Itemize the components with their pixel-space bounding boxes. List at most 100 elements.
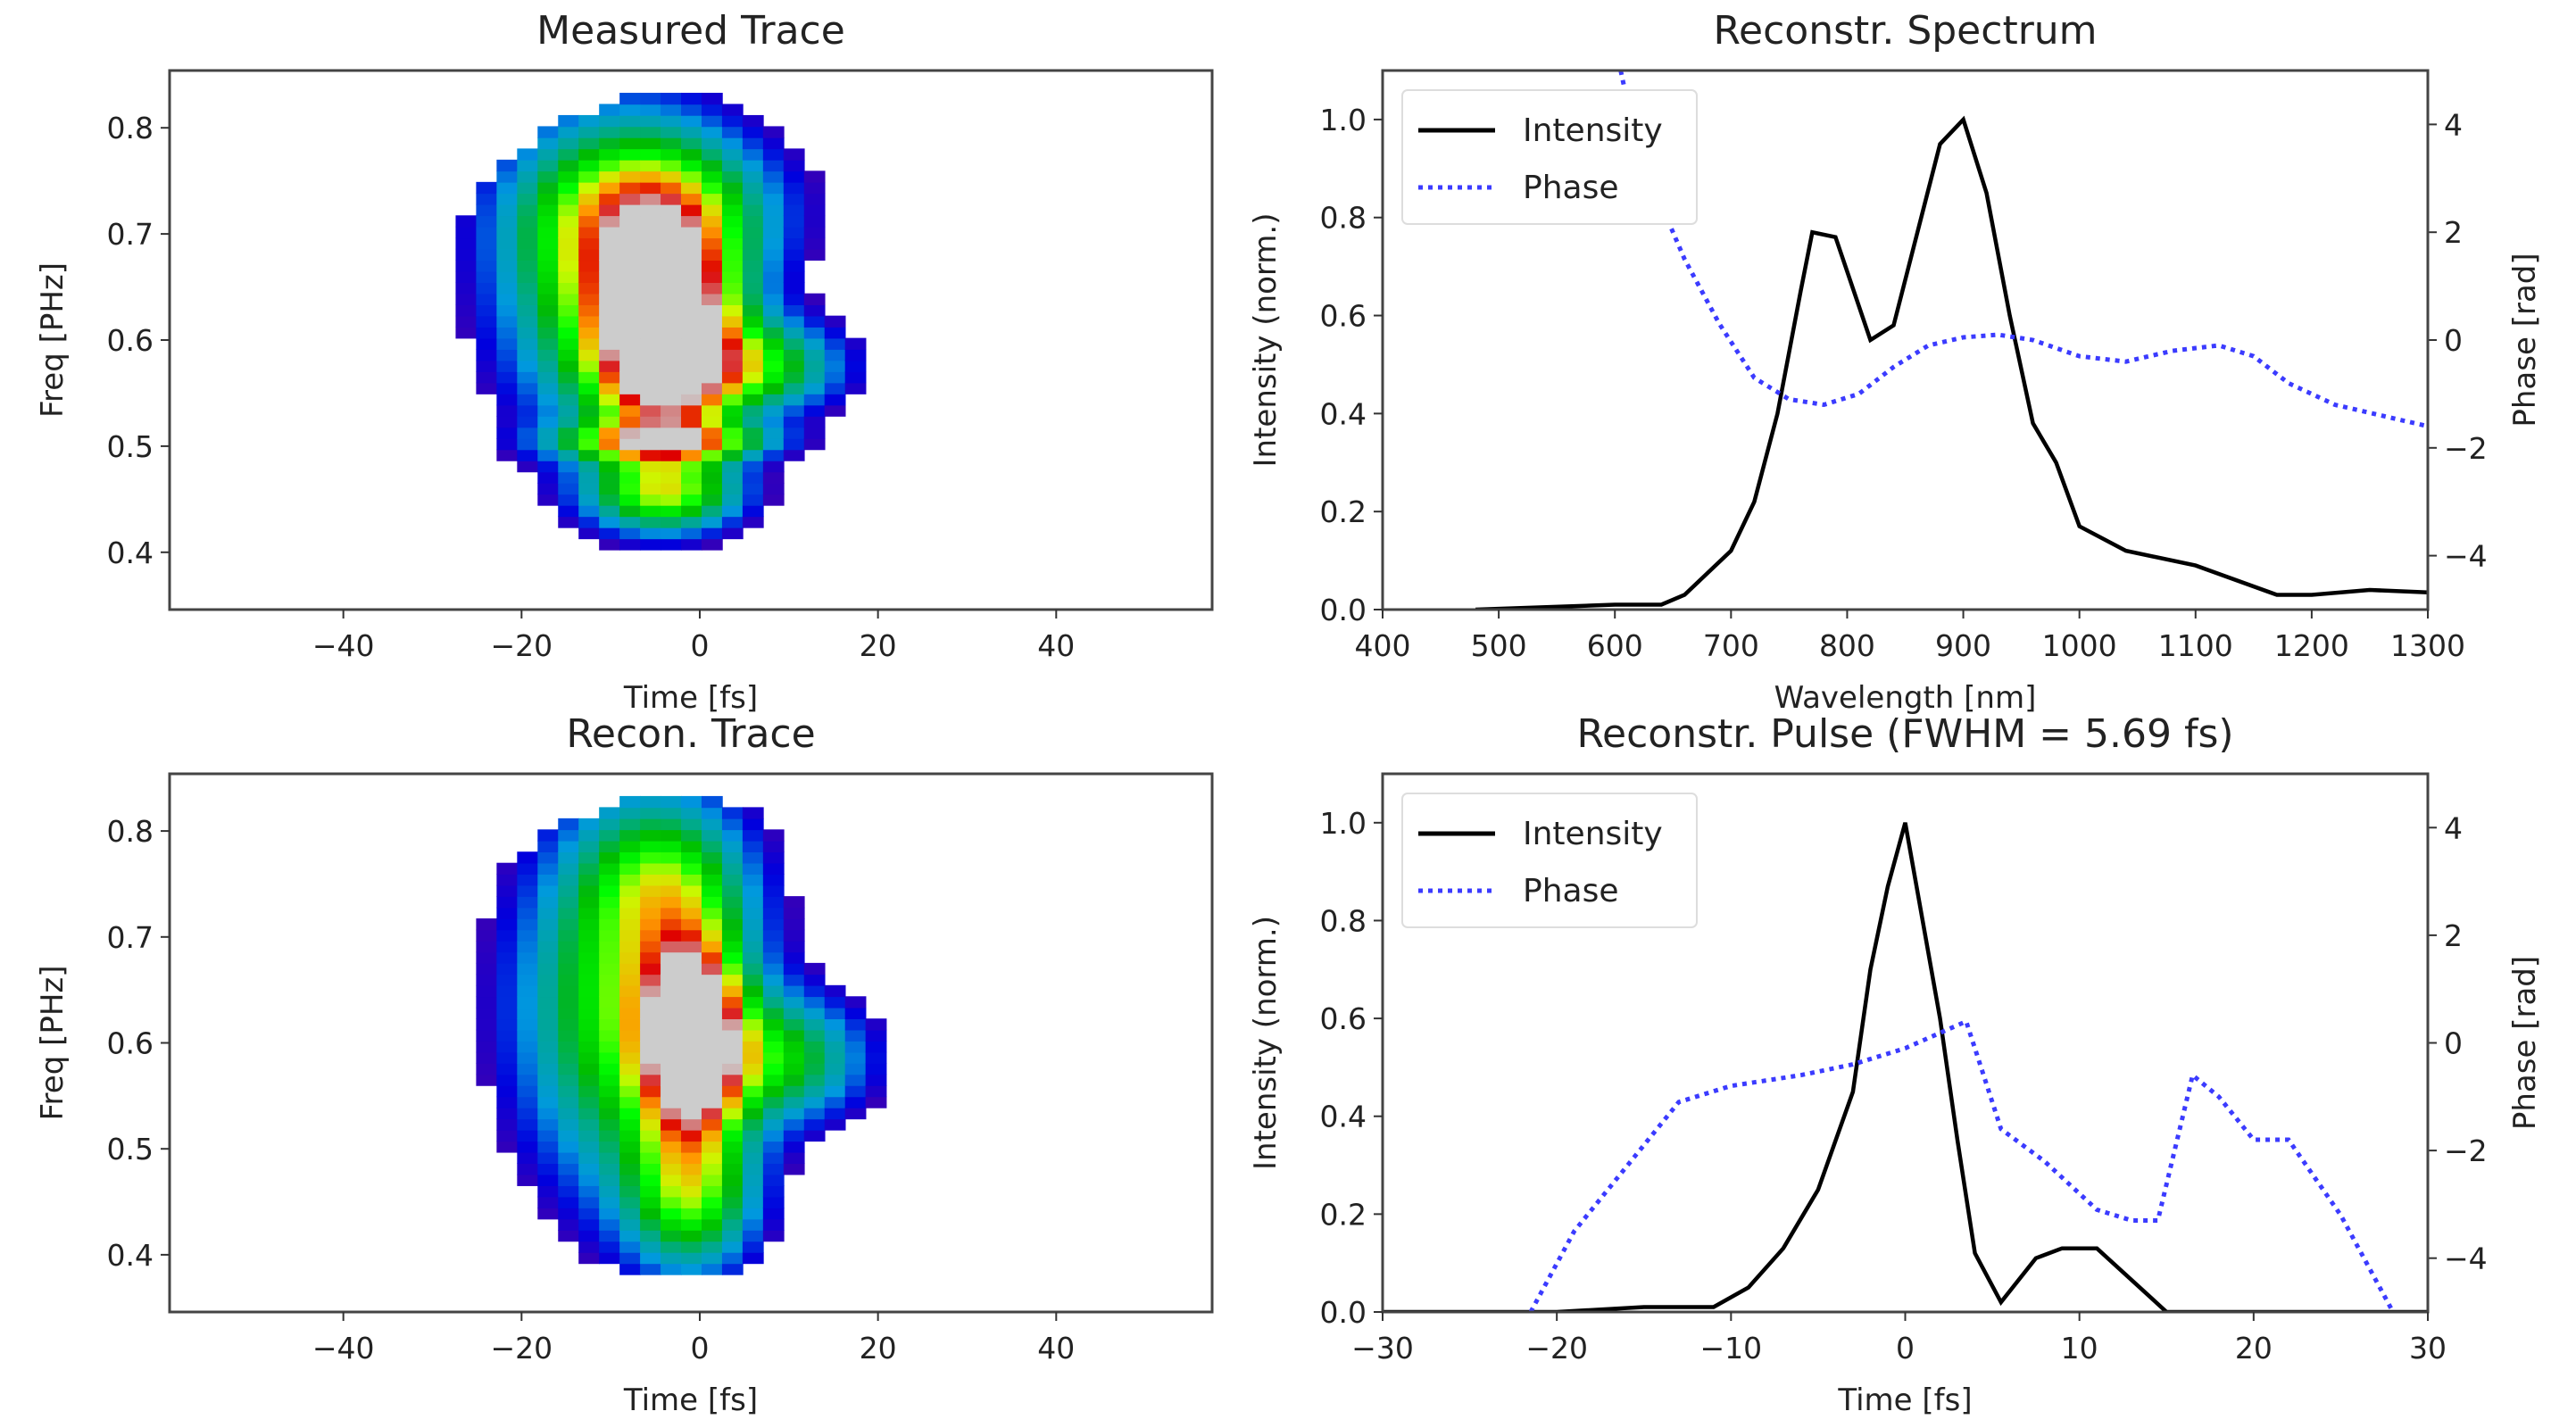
heatmap-cell: [742, 371, 764, 384]
heatmap-cell: [537, 170, 560, 183]
heatmap-cell: [599, 260, 620, 272]
heatmap-cell: [681, 1174, 702, 1186]
heatmap-cell: [537, 907, 560, 919]
heatmap-cell: [721, 1241, 744, 1253]
heatmap-cell: [701, 360, 723, 372]
heatmap-cell: [537, 974, 560, 986]
heatmap-cell: [537, 1063, 560, 1075]
heatmap-cell: [599, 494, 620, 506]
heatmap-cell: [701, 962, 723, 976]
heatmap-cell: [496, 394, 519, 406]
heatmap-cell: [681, 416, 702, 428]
heatmap-cell: [496, 449, 519, 461]
heatmap-cell: [619, 193, 641, 205]
heatmap-cell: [599, 940, 620, 953]
heatmap-cell: [619, 416, 641, 428]
heatmap-cell: [558, 862, 580, 875]
heatmap-cell: [681, 1218, 702, 1231]
heatmap-cell: [640, 159, 661, 172]
heatmap-cell: [599, 114, 620, 128]
heatmap-cell: [681, 907, 702, 919]
heatmap-cell: [476, 1018, 498, 1031]
heatmap-cell: [803, 315, 826, 328]
heatmap-cell: [537, 203, 560, 217]
heatmap-cell: [517, 360, 539, 372]
heatmap-cell: [476, 962, 498, 976]
heatmap-cells: [455, 92, 867, 551]
heatmap-cell: [455, 282, 478, 295]
heatmap-cell: [742, 862, 764, 875]
heatmap-cell: [865, 1074, 887, 1086]
heatmap-cell: [661, 215, 682, 228]
heatmap-cell: [537, 215, 560, 228]
heatmap-cell: [517, 984, 539, 998]
heatmap-cell: [578, 884, 600, 897]
heatmap-cell: [496, 203, 519, 217]
heatmap-cell: [599, 874, 620, 886]
heatmap-cell: [619, 1230, 641, 1242]
heatmap-cell: [661, 260, 682, 272]
heatmap-cell: [661, 126, 682, 138]
heatmap-cell: [640, 215, 661, 228]
heatmap-cell: [619, 159, 641, 172]
heatmap-cell: [701, 1041, 723, 1053]
heatmap-cell: [537, 248, 560, 262]
heatmap-cell: [762, 126, 785, 138]
heatmap-cell: [476, 215, 498, 228]
heatmap-cell: [701, 1218, 723, 1231]
heatmap-cell: [517, 1007, 539, 1019]
x-tick-label: 500: [1471, 628, 1527, 663]
heatmap-cell: [640, 92, 661, 105]
heatmap-cell: [599, 1141, 620, 1153]
x-tick-label: 40: [1037, 1331, 1075, 1366]
heatmap-cell: [721, 482, 744, 495]
heatmap-cell: [537, 282, 560, 295]
heatmap-cell: [599, 974, 620, 986]
heatmap-cell: [640, 114, 661, 128]
heatmap-cell: [517, 951, 539, 964]
heatmap-cell: [517, 1107, 539, 1120]
heatmap-cell: [742, 1163, 764, 1175]
heatmap-cell: [619, 1063, 641, 1075]
heatmap-cell: [455, 315, 478, 328]
heatmap-cell: [762, 851, 785, 864]
x-tick-label: 20: [860, 1331, 897, 1366]
x-axis-label: Time [fs]: [623, 680, 758, 716]
heatmap-cell: [762, 840, 785, 853]
heatmap-cell: [599, 404, 620, 417]
heatmap-cell: [721, 203, 744, 217]
heatmap-cell: [701, 404, 723, 417]
heatmap-cell: [762, 382, 785, 394]
heatmap-cell: [619, 226, 641, 239]
heatmap-cell: [599, 460, 620, 473]
heatmap-cell: [762, 1230, 785, 1242]
heatmap-cell: [517, 293, 539, 305]
heatmap-cell: [721, 940, 744, 953]
heatmap-cell: [661, 460, 682, 473]
heatmap-cell: [721, 929, 744, 942]
heatmap-cell: [558, 1129, 580, 1142]
heatmap-cell: [742, 504, 764, 518]
heatmap-cell: [558, 460, 580, 473]
series-intensity-line: [1383, 822, 2428, 1312]
heatmap-cell: [476, 360, 498, 372]
heatmap-cell: [578, 974, 600, 986]
heatmap-cell: [537, 427, 560, 439]
heatmap-cell: [681, 527, 702, 540]
heatmap-cell: [681, 282, 702, 295]
heatmap-cell: [783, 1063, 805, 1075]
x-tick-label: −10: [1700, 1331, 1763, 1366]
heatmap-cell: [803, 181, 826, 195]
heatmap-cell: [661, 203, 682, 217]
heatmap-cell: [517, 349, 539, 361]
heatmap-cell: [701, 1007, 723, 1019]
heatmap-cell: [517, 248, 539, 262]
heatmap-cell: [619, 337, 641, 350]
heatmap-cell: [599, 1084, 620, 1098]
heatmap-cell: [661, 974, 682, 986]
heatmap-cell: [783, 896, 805, 909]
heatmap-cell: [661, 1263, 682, 1275]
heatmap-cell: [783, 940, 805, 953]
heatmap-cell: [681, 114, 702, 128]
heatmap-cell: [537, 337, 560, 350]
